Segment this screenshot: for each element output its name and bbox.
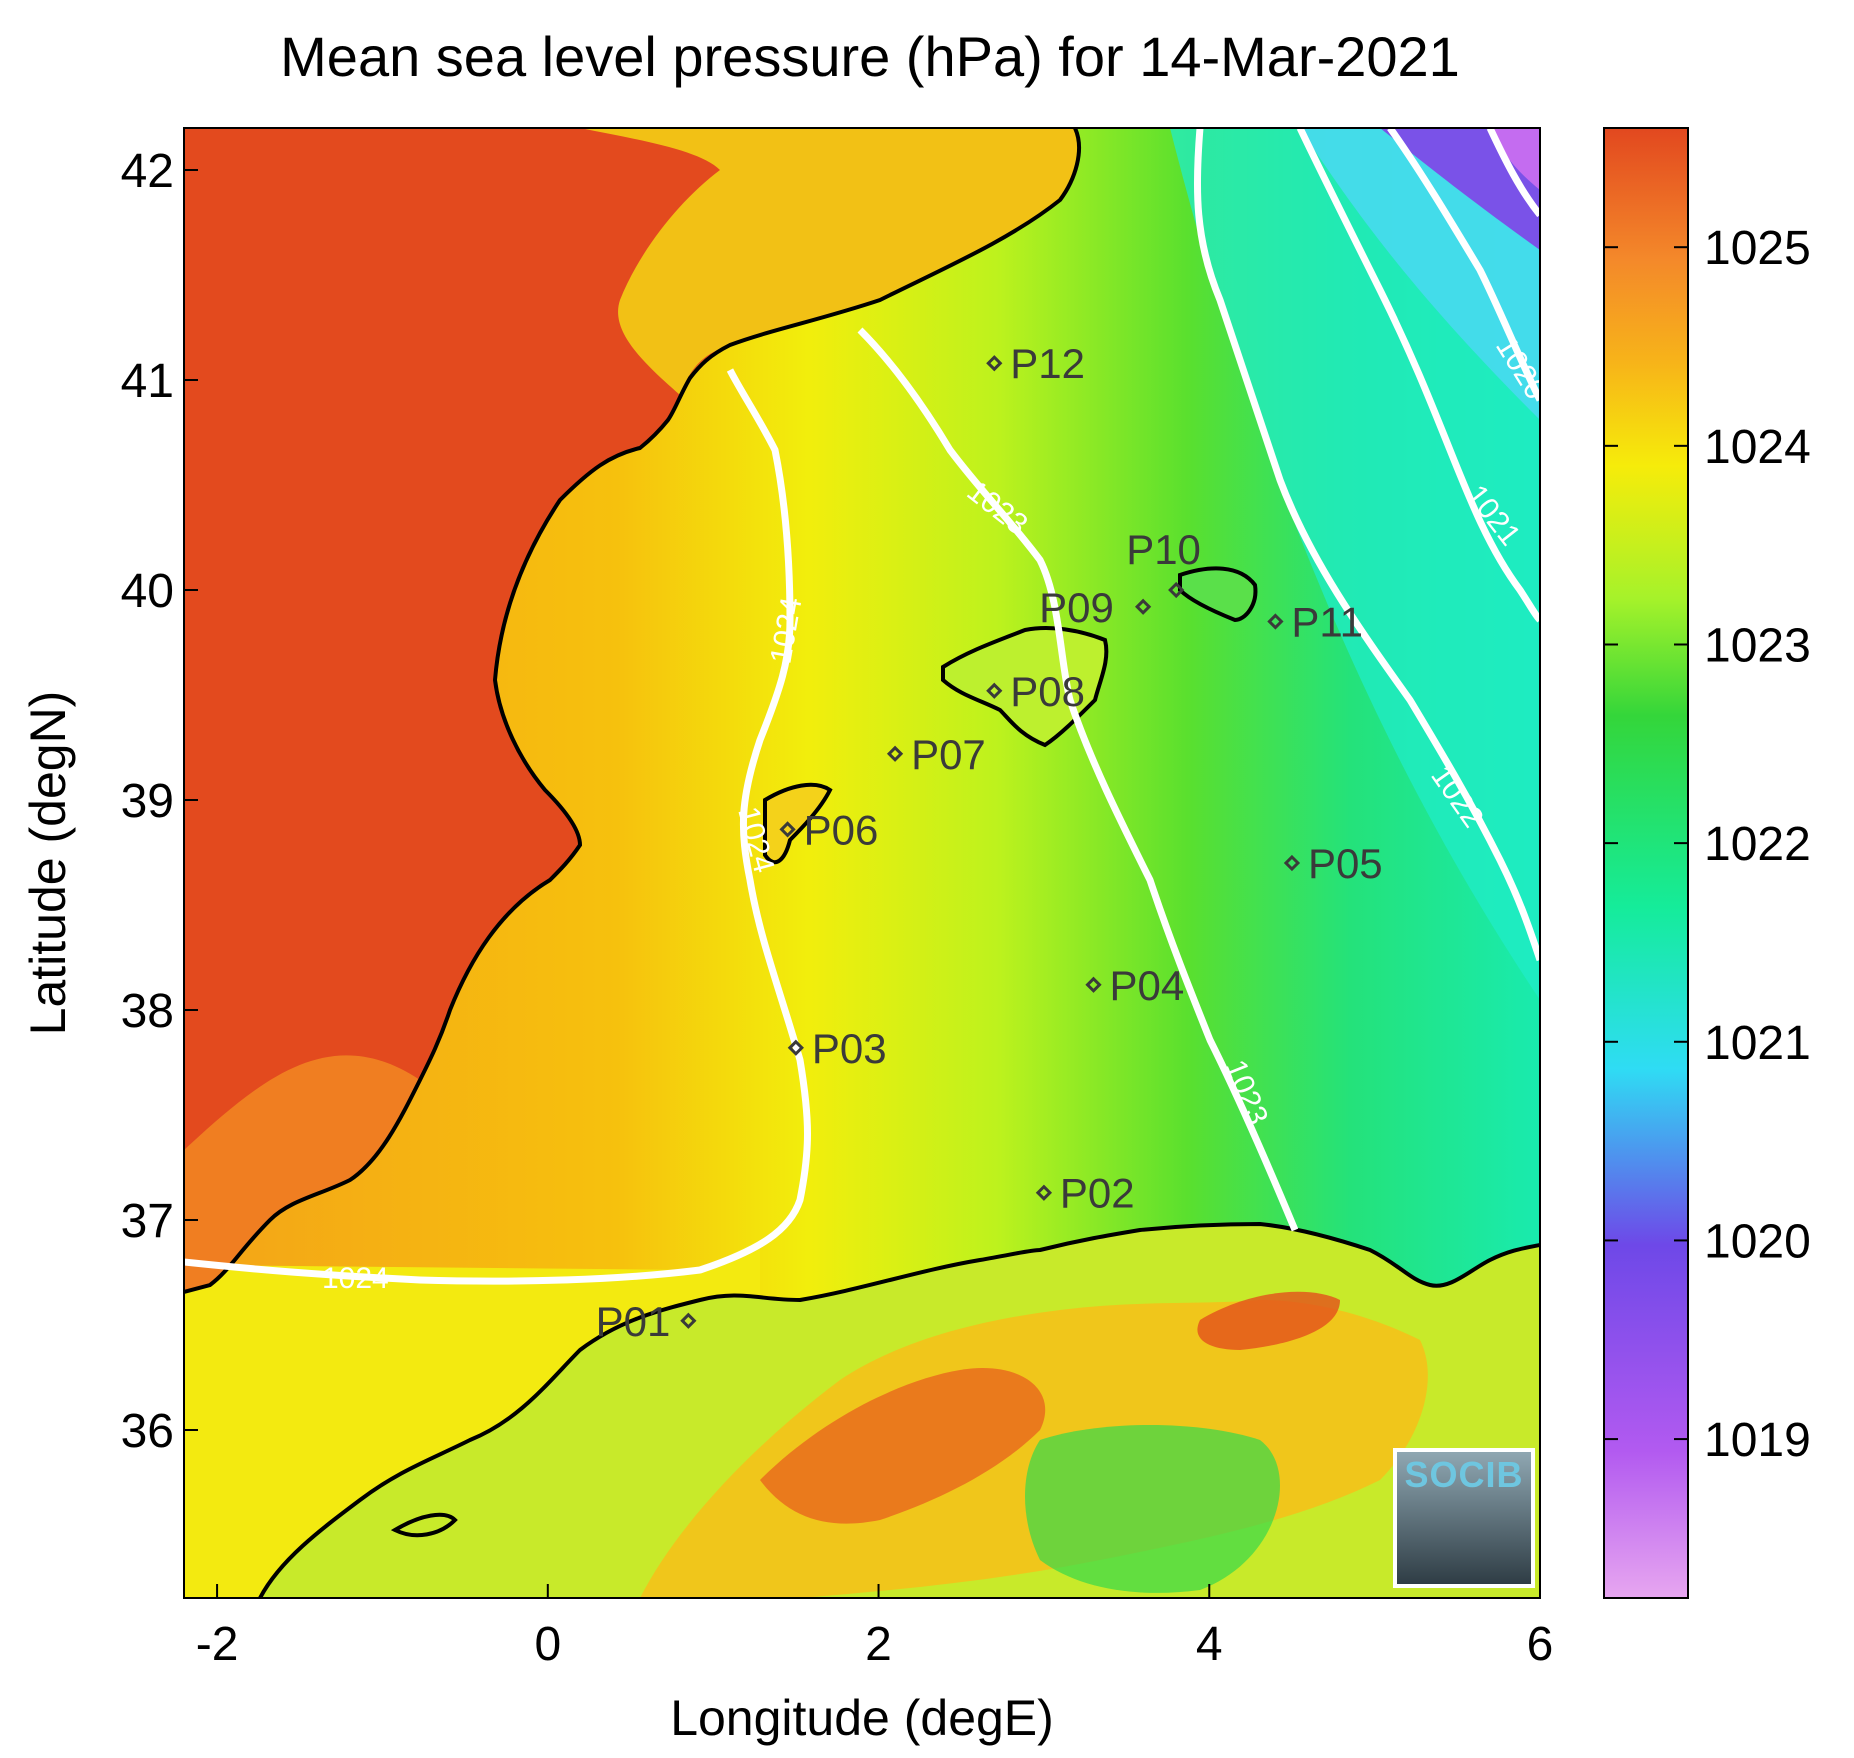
station-marker[interactable] (886, 745, 904, 762)
isobar-1019 (1486, 128, 1540, 218)
menorca-island (1180, 568, 1256, 620)
y-tick-label: 36 (121, 1405, 174, 1458)
isobar-1022 (1193, 128, 1540, 962)
station-label: P07 (911, 731, 986, 778)
station-label: P03 (812, 1025, 887, 1072)
station-marker[interactable] (680, 1312, 697, 1329)
x-axis-label: Longitude (degE) (670, 1690, 1054, 1746)
x-tick-label: -2 (196, 1618, 239, 1671)
socib-logo: SOCIB (1393, 1448, 1535, 1588)
contour-label: 1024 (322, 1262, 389, 1295)
station-marker[interactable] (986, 355, 1003, 372)
colorbar-tick-label: 1019 (1704, 1414, 1811, 1467)
colorbar-ticks: 1019 1020 1021 1022 1023 1024 1025 (1604, 222, 1811, 1467)
atlas-peaks-west (760, 1368, 1046, 1524)
iberia-coastline (184, 128, 1081, 1294)
colorbar-tick-label: 1021 (1704, 1017, 1811, 1070)
y-axis: 36 37 38 39 40 41 42 (121, 145, 198, 1458)
colorbar-tick-label: 1020 (1704, 1215, 1811, 1268)
station-label: P06 (804, 806, 879, 853)
isobar-1021 (1296, 128, 1540, 623)
station-label: P10 (1126, 526, 1201, 573)
station-marker[interactable] (1283, 854, 1301, 872)
station-label: P09 (1039, 584, 1114, 631)
ibiza-coastline (763, 782, 833, 865)
colorbar (1603, 127, 1689, 1599)
station-label: P08 (1010, 668, 1085, 715)
lowest-pressure-core (1490, 128, 1540, 190)
logo-text: SOCIB (1404, 1454, 1524, 1495)
plot-frame (183, 127, 1541, 1599)
map-title: Mean sea level pressure (hPa) for 14-Mar… (280, 25, 1460, 88)
catalonia-coast-land (580, 128, 1080, 395)
colorbar-tick-label: 1023 (1704, 619, 1811, 672)
colorbar-tick-label: 1022 (1704, 818, 1811, 871)
station-label: P04 (1110, 962, 1185, 1009)
mallorca-coastline (941, 626, 1109, 748)
station-label: P05 (1308, 840, 1383, 887)
station-marker[interactable] (986, 682, 1003, 699)
x-tick-label: 0 (534, 1618, 561, 1671)
station-marker[interactable] (1168, 581, 1185, 599)
station-marker[interactable] (787, 1039, 804, 1056)
station-marker[interactable] (1267, 613, 1284, 630)
x-tick-label: 4 (1196, 1618, 1223, 1671)
y-tick-label: 40 (121, 565, 174, 618)
station-label: P11 (1291, 599, 1363, 646)
station-marker[interactable] (1085, 976, 1102, 993)
y-tick-label: 37 (121, 1195, 174, 1248)
y-tick-label: 39 (121, 775, 174, 828)
y-tick-label: 38 (121, 985, 174, 1038)
station-marker[interactable] (1135, 598, 1152, 615)
lowest-pressure-zone (1380, 128, 1540, 250)
atlas-peaks-east (1197, 1291, 1340, 1350)
station-label: P01 (596, 1298, 671, 1345)
stations-layer: P01 P02 P03 P04 P05 P06 P07 P08 P09 P10 P11 P12 (596, 340, 1383, 1345)
small-island-coastline (390, 1512, 458, 1538)
africa-coastline (258, 1221, 1540, 1598)
x-axis: -2 0 2 4 6 (196, 1584, 1554, 1671)
map-area: 1020 1021 1022 1023 1023 1024 1024 1024 … (184, 128, 1540, 1598)
desert-lowland-green (1025, 1425, 1280, 1593)
x-tick-label: 6 (1527, 1618, 1554, 1671)
iberia-land (184, 128, 1080, 1290)
station-marker[interactable] (779, 821, 796, 838)
isobar-1024 (184, 368, 811, 1285)
menorca-coastline (1178, 566, 1258, 623)
colorbar-tick-label: 1025 (1704, 222, 1811, 275)
station-label: P02 (1060, 1170, 1135, 1217)
x-tick-label: 2 (865, 1618, 892, 1671)
y-axis-label: Latitude (degN) (20, 691, 76, 1036)
isobar-1020 (1387, 128, 1540, 402)
station-label: P12 (1010, 340, 1085, 387)
y-tick-label: 41 (121, 355, 174, 408)
isobar-1023 (857, 327, 1299, 1232)
colorbar-tick-label: 1024 (1704, 421, 1811, 474)
ibiza-island (765, 784, 830, 863)
station-marker[interactable] (1035, 1184, 1053, 1201)
y-tick-label: 42 (121, 145, 174, 198)
murcia-coast-land (184, 1055, 420, 1290)
low-pressure-zone (1170, 128, 1540, 1000)
